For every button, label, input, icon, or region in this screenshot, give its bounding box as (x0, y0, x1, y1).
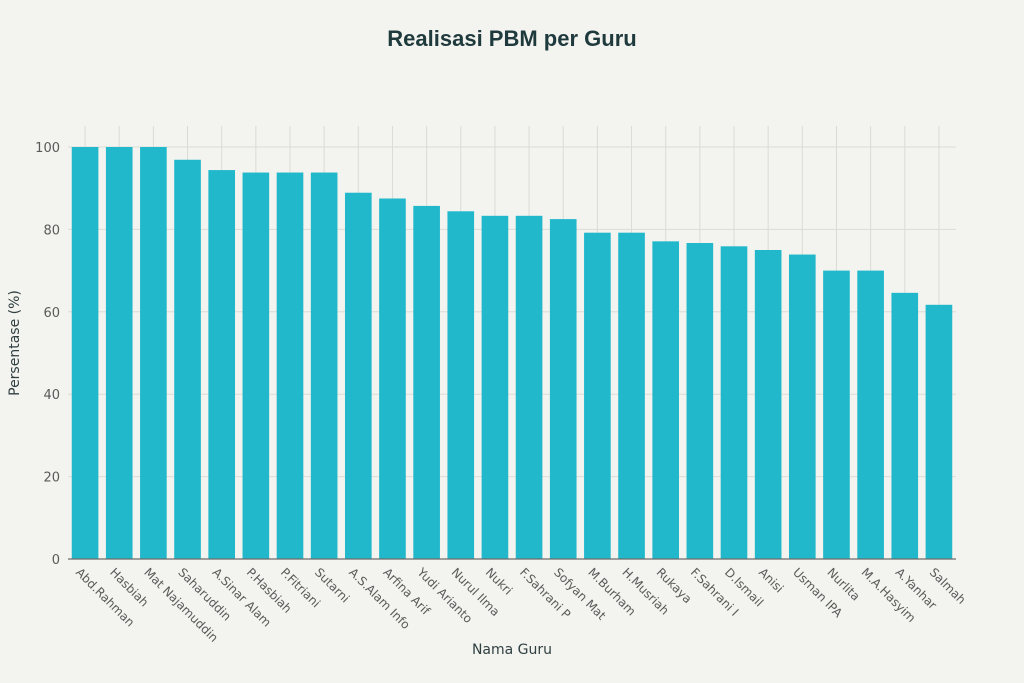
y-tick-label: 0 (52, 553, 60, 568)
bar (618, 232, 645, 560)
y-axis-label: Persentase (%) (7, 290, 23, 396)
bar (140, 147, 167, 559)
bar (925, 304, 953, 559)
bar (686, 242, 714, 559)
bar (584, 232, 611, 560)
grid-lines (68, 126, 956, 559)
bars (71, 147, 953, 560)
y-tick-label: 100 (35, 141, 60, 156)
bar (481, 215, 509, 559)
bar (208, 170, 236, 559)
bar (105, 147, 133, 559)
bar (891, 292, 919, 559)
bar (447, 211, 475, 559)
bar (344, 192, 372, 559)
bar (788, 254, 816, 560)
x-tick-label: A.S.Alam Info (346, 565, 413, 632)
bar (413, 205, 440, 559)
x-tick-label: Anisi (756, 565, 786, 595)
chart-title: Realisasi PBM per Guru (387, 26, 637, 51)
bar (823, 270, 850, 559)
x-tick-label: Nukri (483, 565, 515, 597)
bar (242, 172, 270, 559)
y-tick-label: 80 (43, 223, 60, 238)
bar (174, 159, 201, 559)
y-tick-label: 40 (43, 388, 60, 403)
bar (549, 219, 577, 559)
bar (754, 250, 782, 559)
y-tick-label: 20 (43, 471, 60, 486)
x-axis-label: Nama Guru (472, 642, 552, 658)
bar (857, 270, 884, 559)
bar (379, 198, 406, 559)
bar (310, 172, 338, 559)
bar (720, 246, 748, 560)
bar (71, 147, 99, 559)
bar (515, 215, 543, 559)
bar (652, 241, 680, 559)
bar (276, 172, 304, 559)
y-tick-label: 60 (43, 306, 60, 321)
